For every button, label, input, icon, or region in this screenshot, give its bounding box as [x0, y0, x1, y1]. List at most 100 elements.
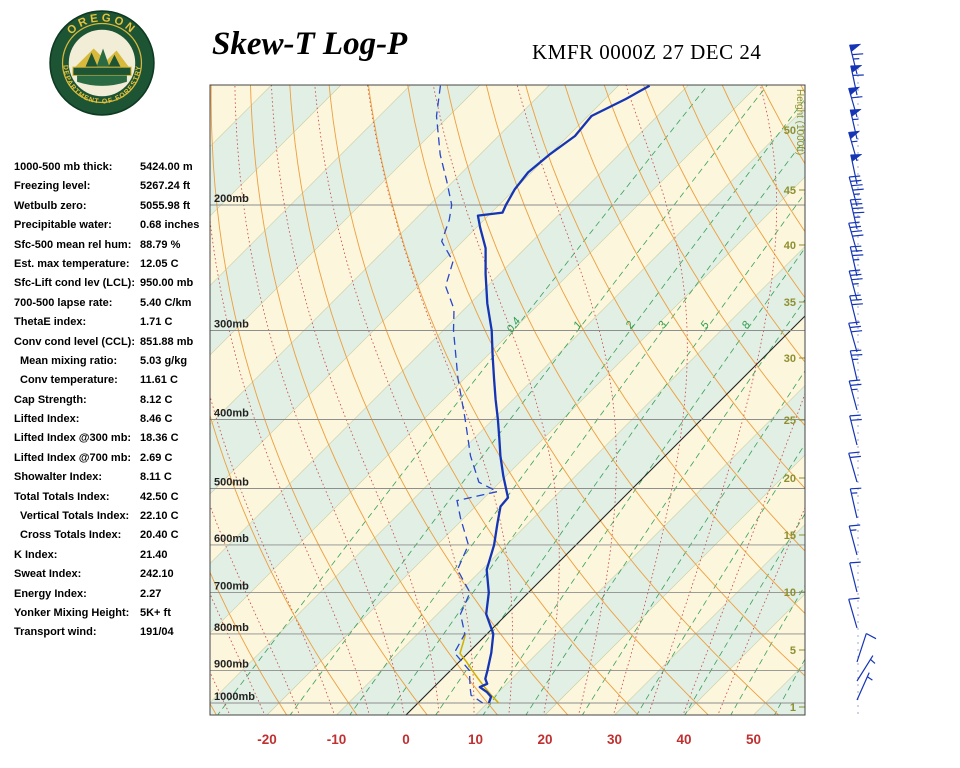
svg-text:1: 1 — [790, 702, 796, 714]
stat-row: K Index: 21.40 — [14, 549, 212, 568]
stat-row: Cross Totals Index: 20.40 C — [14, 529, 212, 548]
svg-text:500mb: 500mb — [214, 477, 249, 489]
stat-value: 950.00 mb — [140, 277, 194, 290]
svg-text:20: 20 — [537, 732, 552, 747]
logo-tree-right — [108, 54, 121, 68]
stat-label: Wetbulb zero: — [14, 199, 87, 212]
temp-axis-labels: -20 -10 0 10 20 30 40 50 — [257, 732, 761, 747]
stat-row: Showalter Index: 8.11 C — [14, 471, 212, 490]
logo-gold-ring — [61, 22, 143, 104]
stat-label: Precipitable water: — [14, 219, 112, 232]
svg-text:25: 25 — [784, 415, 796, 427]
stat-value: 21.40 — [140, 548, 168, 561]
stat-value: 5.40 C/km — [140, 296, 192, 309]
mixing-ratio-lines — [217, 85, 805, 715]
svg-text:20: 20 — [784, 473, 796, 485]
svg-text:400mb: 400mb — [214, 407, 249, 419]
stat-label: Transport wind: — [14, 626, 97, 639]
stat-row: 1000-500 mb thick: 5424.00 m — [14, 161, 212, 180]
stat-value: 11.61 C — [140, 374, 178, 387]
stat-row: Energy Index: 2.27 — [14, 588, 212, 607]
isobar-lines — [210, 204, 805, 704]
stat-value: 20.40 C — [140, 529, 179, 542]
stat-row: ThetaE index: 1.71 C — [14, 316, 212, 335]
svg-text:5: 5 — [790, 645, 796, 657]
stat-label: Total Totals Index: — [14, 490, 110, 503]
stat-row: Sfc-500 mean rel hum: 88.79 % — [14, 239, 212, 258]
logo-ground — [77, 75, 127, 86]
stat-row: Lifted Index: 8.46 C — [14, 413, 212, 432]
stat-value: 8.11 C — [140, 471, 172, 484]
stat-row: 700-500 lapse rate: 5.40 C/km — [14, 297, 212, 316]
svg-text:10: 10 — [784, 587, 796, 599]
stat-label: Lifted Index: — [14, 413, 80, 426]
stat-value: 851.88 mb — [140, 335, 194, 348]
stat-value: 191/04 — [140, 626, 174, 639]
stat-value: 2.27 — [140, 587, 162, 600]
svg-text:40: 40 — [784, 240, 796, 252]
svg-text:35: 35 — [784, 297, 796, 309]
stat-label: 700-500 lapse rate: — [14, 296, 113, 309]
svg-text:300mb: 300mb — [214, 318, 249, 330]
zero-isotherm-line — [405, 315, 805, 715]
stat-label: Lifted Index @300 mb: — [14, 432, 132, 445]
stat-label: Energy Index: — [14, 587, 87, 600]
svg-text:-10: -10 — [327, 732, 347, 747]
svg-text:Height (1000ft): Height (1000ft) — [794, 89, 805, 155]
stat-label: Mean mixing ratio: — [20, 354, 118, 367]
stat-row: Lifted Index @300 mb: 18.36 C — [14, 432, 212, 451]
stat-value: 5424.00 m — [140, 161, 193, 173]
svg-text:30: 30 — [784, 353, 796, 365]
stat-row: Wetbulb zero: 5055.98 ft — [14, 200, 212, 219]
stat-label: ThetaE index: — [14, 316, 87, 329]
moist-adiabats — [210, 85, 805, 715]
svg-text:10: 10 — [468, 732, 483, 747]
svg-text:50: 50 — [784, 125, 796, 137]
logo-tree-left — [85, 52, 98, 68]
svg-text:700mb: 700mb — [214, 581, 249, 593]
temperature-trace — [476, 85, 651, 704]
stat-label: Conv cond level (CCL): — [14, 335, 136, 348]
svg-text:200mb: 200mb — [214, 193, 249, 205]
stat-value: 2.69 C — [140, 451, 173, 464]
svg-text:45: 45 — [784, 185, 796, 197]
svg-text:0: 0 — [402, 732, 410, 747]
stat-label: 1000-500 mb thick: — [14, 161, 113, 173]
stat-row: Sweat Index: 242.10 — [14, 568, 212, 587]
stat-label: Est. max temperature: — [14, 257, 130, 270]
stat-label: Cross Totals Index: — [20, 529, 122, 542]
logo-tree-mid — [95, 48, 111, 70]
stat-label: Conv temperature: — [20, 374, 118, 387]
stat-value: 22.10 C — [140, 510, 179, 523]
svg-text:15: 15 — [784, 530, 796, 542]
stat-value: 42.50 C — [140, 490, 179, 503]
stat-value: 18.36 C — [140, 432, 179, 445]
stat-label: Freezing level: — [14, 180, 91, 193]
station-datetime: KMFR 0000Z 27 DEC 24 — [532, 40, 762, 64]
height-axis-labels: 50 45 40 35 30 25 20 15 10 5 1 — [784, 125, 805, 714]
stat-row: Conv temperature: 11.61 C — [14, 374, 212, 393]
stat-label: Sfc-Lift cond lev (LCL): — [14, 277, 135, 290]
wind-barbs — [848, 43, 877, 701]
svg-text:600mb: 600mb — [214, 533, 249, 545]
stat-value: 5267.24 ft — [140, 180, 191, 193]
stat-row: Mean mixing ratio: 5.03 g/kg — [14, 355, 212, 374]
stat-label: Yonker Mixing Height: — [14, 606, 130, 619]
stat-row: Sfc-Lift cond lev (LCL): 950.00 mb — [14, 277, 212, 296]
stat-value: 5.03 g/kg — [140, 354, 188, 367]
chart-frame — [209, 84, 806, 716]
isotherm-lines — [210, 85, 805, 715]
svg-text:800mb: 800mb — [214, 622, 249, 634]
stat-row: Transport wind: 191/04 — [14, 626, 212, 645]
stat-row: Est. max temperature: 12.05 C — [14, 258, 212, 277]
isotherm-bands — [210, 85, 805, 715]
svg-text:1000mb: 1000mb — [214, 691, 255, 703]
stat-label: Vertical Totals Index: — [20, 510, 130, 523]
height-axis-title: Height (1000ft) — [794, 89, 805, 155]
svg-text:-20: -20 — [257, 732, 277, 747]
stat-row: Lifted Index @700 mb: 2.69 C — [14, 452, 212, 471]
stat-row: Total Totals Index: 42.50 C — [14, 491, 212, 510]
stat-value: 242.10 — [140, 568, 174, 581]
stat-value: 0.68 inches — [140, 219, 200, 232]
